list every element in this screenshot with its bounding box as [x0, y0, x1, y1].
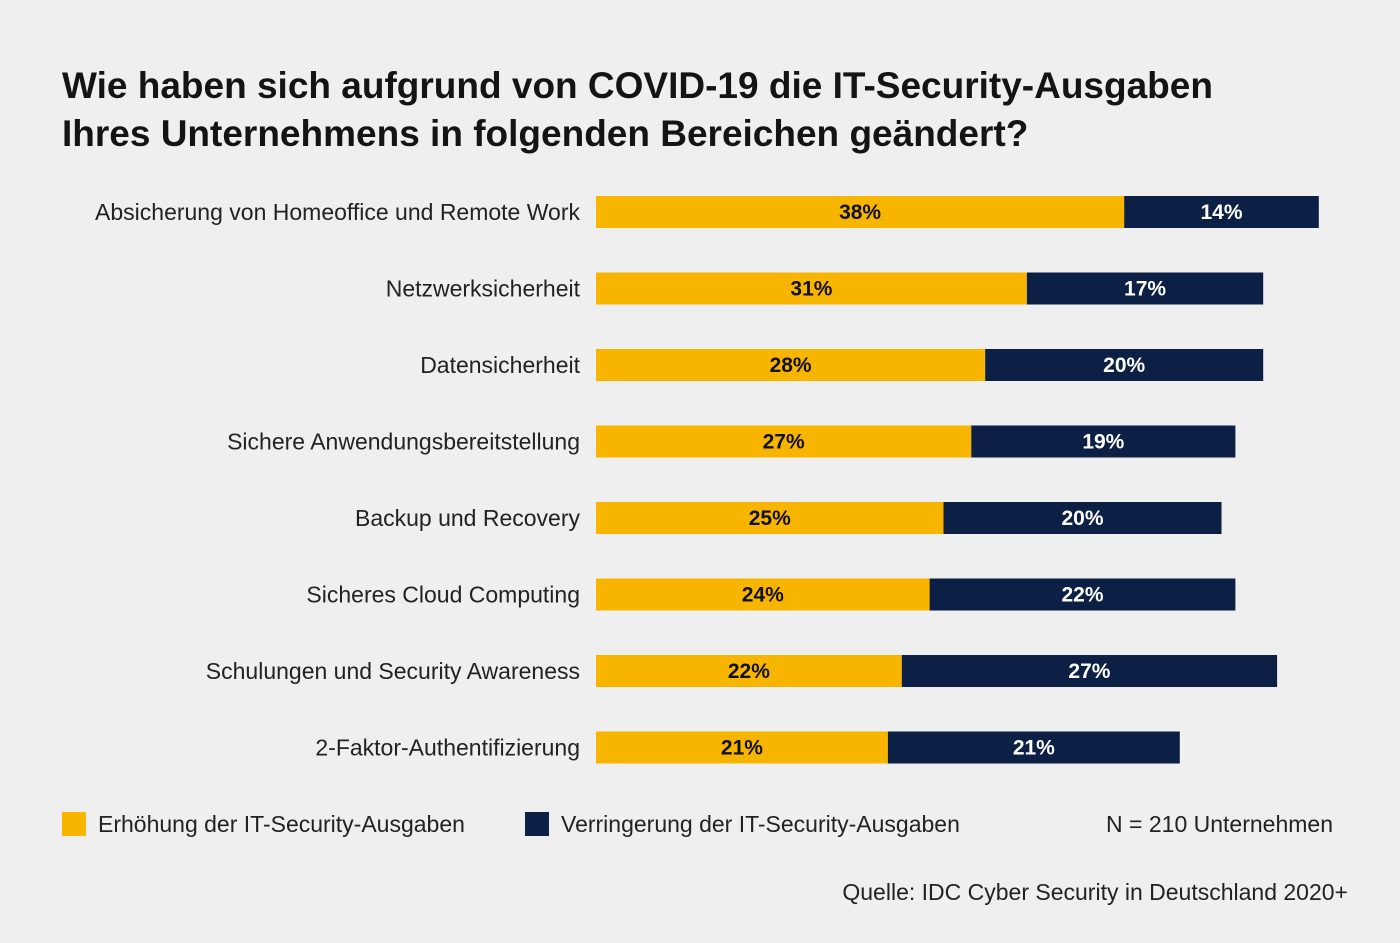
bar-increase: [596, 425, 972, 458]
data-label-decrease: 19%: [1082, 431, 1124, 454]
bar-increase: [596, 731, 888, 764]
legend-label-decrease: Verringerung der IT-Security-Ausgaben: [561, 811, 960, 837]
chart-title-line-2: Ihres Unternehmens in folgenden Bereiche…: [62, 113, 1029, 154]
data-label-increase: 21%: [721, 737, 763, 760]
data-label-decrease: 22%: [1061, 584, 1103, 607]
data-label-increase: 22%: [728, 660, 770, 683]
bar-increase: [596, 272, 1027, 305]
bar-increase: [596, 655, 902, 687]
bar-decrease: [985, 349, 1264, 381]
data-label-decrease: 21%: [1013, 737, 1055, 760]
bar-decrease: [971, 425, 1236, 458]
data-label-decrease: 14%: [1200, 201, 1242, 224]
category-label: Backup und Recovery: [355, 505, 581, 531]
category-label: Schulungen und Security Awareness: [206, 658, 580, 684]
source-note: Quelle: IDC Cyber Security in Deutschlan…: [842, 879, 1348, 905]
data-label-increase: 27%: [763, 431, 805, 454]
data-label-increase: 25%: [749, 507, 791, 530]
bar-decrease: [901, 655, 1278, 687]
bar-decrease: [1124, 196, 1319, 228]
category-label: Sichere Anwendungsbereitstellung: [227, 429, 580, 455]
data-label-increase: 28%: [770, 354, 812, 377]
bar-increase: [596, 502, 944, 534]
data-label-increase: 24%: [742, 584, 784, 607]
bar-decrease: [1026, 272, 1264, 305]
data-label-increase: 38%: [839, 201, 881, 224]
legend-swatch-increase: [62, 812, 86, 836]
category-label: Absicherung von Homeoffice und Remote Wo…: [95, 199, 580, 225]
bar-decrease: [887, 731, 1180, 764]
bar-decrease: [929, 578, 1236, 611]
category-label: Netzwerksicherheit: [386, 276, 581, 302]
category-label: Datensicherheit: [420, 352, 580, 378]
bar-decrease: [943, 502, 1222, 534]
bar-increase: [596, 196, 1125, 228]
data-label-decrease: 27%: [1068, 660, 1110, 683]
chart-title-line-1: Wie haben sich aufgrund von COVID-19 die…: [62, 65, 1213, 106]
data-label-decrease: 20%: [1103, 354, 1145, 377]
legend-label-increase: Erhöhung der IT-Security-Ausgaben: [98, 811, 465, 837]
data-label-decrease: 17%: [1124, 278, 1166, 301]
sample-size-note: N = 210 Unternehmen: [1106, 811, 1333, 837]
legend-swatch-decrease: [525, 812, 549, 836]
category-label: Sicheres Cloud Computing: [306, 582, 580, 608]
category-label: 2-Faktor-Authentifizierung: [315, 735, 580, 761]
data-label-increase: 31%: [790, 278, 832, 301]
bar-increase: [596, 578, 930, 611]
data-label-decrease: 20%: [1061, 507, 1103, 530]
chart-title: Wie haben sich aufgrund von COVID-19 die…: [62, 62, 1262, 158]
bar-increase: [596, 349, 986, 381]
